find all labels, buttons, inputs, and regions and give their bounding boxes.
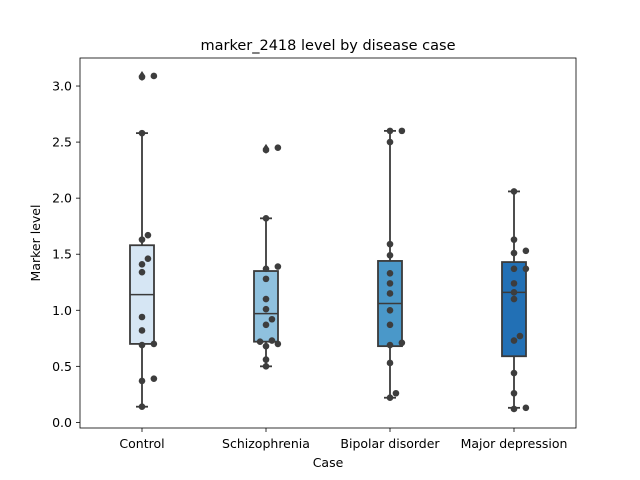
data-point bbox=[138, 73, 146, 81]
data-point bbox=[386, 306, 394, 314]
data-point bbox=[386, 138, 394, 146]
data-point bbox=[398, 339, 406, 347]
data-point bbox=[262, 295, 270, 303]
data-point bbox=[386, 240, 394, 248]
plot-frame bbox=[79, 57, 577, 429]
data-point bbox=[510, 337, 518, 344]
data-point bbox=[138, 377, 146, 385]
data-point bbox=[262, 321, 270, 329]
points-layer bbox=[138, 72, 530, 413]
data-point bbox=[510, 405, 518, 413]
y-tick-label: 0.0 bbox=[52, 415, 72, 430]
points-1 bbox=[256, 144, 282, 370]
data-point bbox=[138, 341, 146, 349]
data-point bbox=[138, 261, 146, 268]
data-point bbox=[138, 129, 146, 137]
y-tick-label: 0.5 bbox=[52, 359, 72, 374]
data-point bbox=[510, 188, 518, 195]
data-point bbox=[268, 337, 276, 344]
data-point bbox=[510, 295, 518, 303]
y-axis-label: Marker level bbox=[28, 205, 43, 282]
data-point bbox=[274, 340, 282, 348]
data-point bbox=[138, 327, 146, 334]
data-point bbox=[256, 338, 264, 345]
data-point bbox=[262, 305, 270, 313]
data-point bbox=[268, 315, 276, 323]
data-point bbox=[386, 394, 394, 402]
data-point bbox=[386, 127, 394, 135]
x-tick-label: Schizophrenia bbox=[222, 436, 310, 451]
chart-title: marker_2418 level by disease case bbox=[201, 38, 456, 54]
data-point bbox=[144, 255, 152, 262]
data-point bbox=[262, 363, 270, 370]
data-point bbox=[262, 265, 270, 273]
data-point bbox=[392, 389, 400, 397]
data-point bbox=[386, 280, 394, 287]
x-tick-label: Bipolar disorder bbox=[340, 436, 440, 451]
y-tick-label: 1.0 bbox=[52, 303, 72, 318]
y-tick-label: 2.0 bbox=[52, 191, 72, 206]
data-point bbox=[386, 341, 394, 349]
data-point bbox=[510, 265, 518, 273]
y-tick-label: 1.5 bbox=[52, 247, 72, 262]
x-axis-label: Case bbox=[313, 455, 344, 470]
data-point bbox=[144, 231, 152, 239]
box-2 bbox=[377, 129, 403, 399]
data-point bbox=[262, 275, 270, 283]
data-point bbox=[138, 236, 146, 243]
x-tick-label: Major depression bbox=[461, 436, 568, 451]
data-point bbox=[274, 144, 282, 151]
x-tick-label: Control bbox=[119, 436, 164, 451]
data-point bbox=[138, 313, 146, 321]
data-point bbox=[510, 389, 518, 397]
data-point bbox=[522, 247, 530, 255]
data-point bbox=[522, 265, 530, 273]
data-point bbox=[398, 127, 406, 135]
data-point bbox=[150, 340, 158, 348]
data-point bbox=[386, 359, 394, 367]
data-point bbox=[516, 332, 524, 340]
data-point bbox=[386, 269, 394, 277]
data-point bbox=[150, 72, 158, 80]
data-point bbox=[274, 263, 282, 270]
data-point bbox=[262, 215, 270, 222]
points-0 bbox=[138, 72, 158, 410]
points-2 bbox=[386, 127, 406, 402]
data-point bbox=[262, 342, 270, 350]
boxes-layer bbox=[129, 70, 527, 409]
y-axis: 0.0 0.5 1.0 1.5 2.0 2.5 3.0 bbox=[52, 79, 80, 430]
data-point bbox=[386, 321, 394, 329]
data-point bbox=[386, 252, 394, 259]
data-point bbox=[510, 249, 518, 257]
data-point bbox=[138, 403, 146, 410]
y-tick-label: 2.5 bbox=[52, 135, 72, 150]
data-point bbox=[386, 290, 394, 297]
data-point bbox=[510, 289, 518, 296]
data-point bbox=[138, 268, 146, 276]
data-point bbox=[510, 369, 518, 377]
data-point bbox=[522, 404, 530, 412]
y-tick-label: 3.0 bbox=[52, 79, 72, 94]
data-point bbox=[150, 375, 158, 382]
data-point bbox=[262, 356, 270, 363]
data-point bbox=[262, 146, 270, 154]
data-point bbox=[510, 236, 518, 243]
box-1 bbox=[253, 143, 279, 368]
data-point bbox=[510, 280, 518, 287]
points-3 bbox=[510, 188, 530, 413]
x-axis: Control Schizophrenia Bipolar disorder Majo… bbox=[119, 428, 567, 451]
